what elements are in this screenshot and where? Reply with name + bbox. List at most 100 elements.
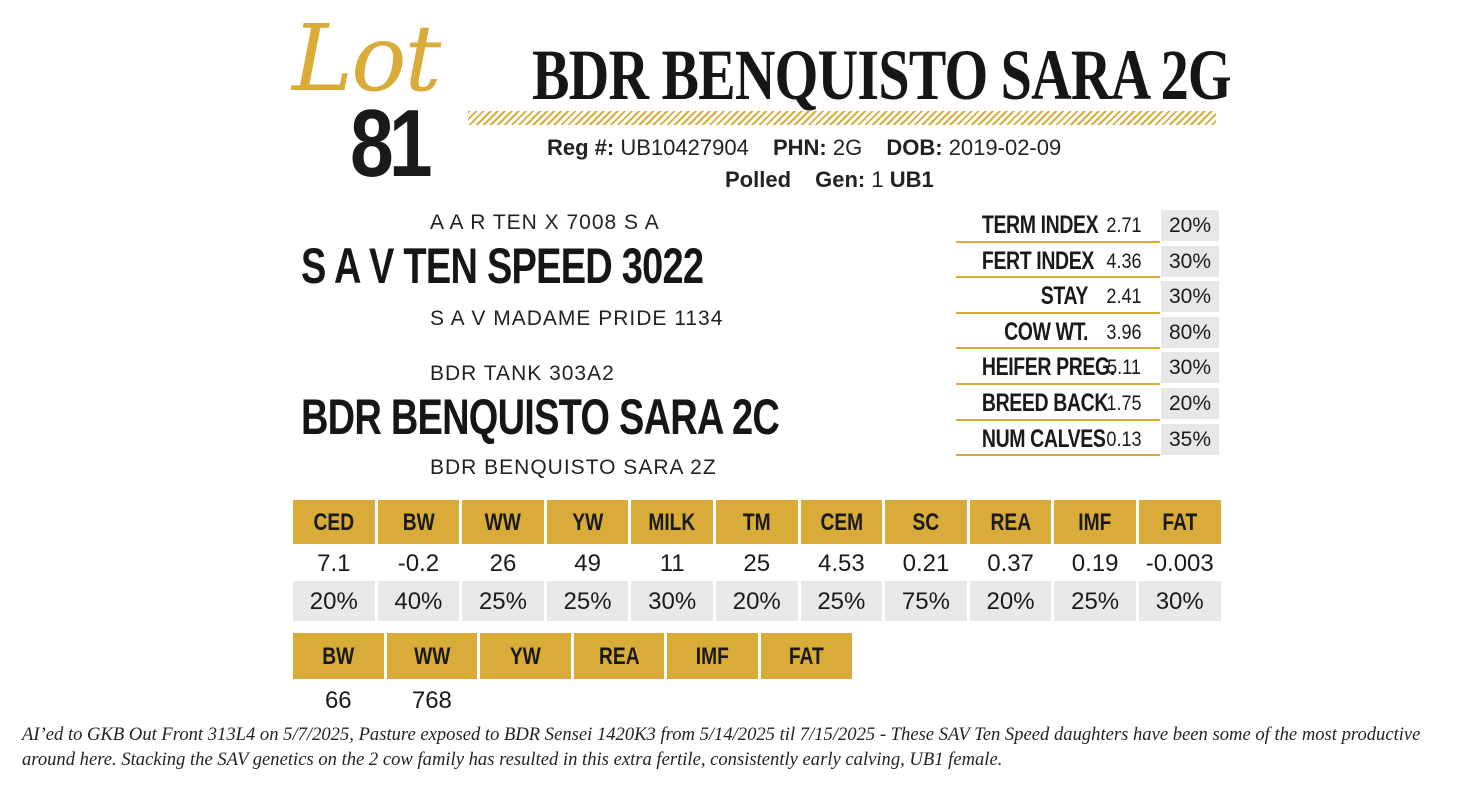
epd-value: 0.19 [1071,550,1119,577]
ratio-value [480,679,574,719]
epd-header-bg [969,500,1052,544]
index-underline [956,382,1160,385]
ratio-header-label: BW [322,643,355,670]
epd-percentile: 75% [901,588,950,615]
index-label: FERT INDEX [981,246,1094,275]
index-row: FERT INDEX 4.36 30% [952,244,1222,280]
ratio-header-cell: FAT [760,633,855,679]
animal-name: BDR BENQUISTO SARA 2G [532,35,1232,115]
pedigree-dam: BDR BENQUISTO SARA 2C [301,389,780,445]
phn-label: PHN: [772,135,827,160]
epd-header-label: CEM [820,509,863,536]
epd-percentile-cell: 75% [885,581,970,621]
epd-header-bg [631,500,713,544]
index-value: 3.96 [1106,320,1142,344]
ratio-table: BW WW YW REA IMF FAT 66 768 [293,633,855,719]
epd-header-cell: SC [885,500,970,544]
reg-number: UB10427904 [620,135,749,160]
epd-percentile: 25% [478,588,527,615]
epd-percentile-cell: 25% [462,581,547,621]
ratio-header-cell: BW [293,633,387,679]
index-underline [956,347,1160,350]
epd-value: 26 [489,550,517,577]
pedigree-sire: S A V TEN SPEED 3022 [301,238,704,294]
index-table: TERM INDEX 2.71 20% FERT INDEX 4.36 30% STAY 2.… [952,208,1222,457]
epd-header-label: CED [313,509,355,536]
epd-values-row: 7.1 -0.2 26 49 11 25 4.53 0.21 0.37 0.19 -0.003 [293,545,1224,583]
ratio-header-cell: IMF [667,633,761,679]
epd-percentile-cell: 30% [1138,581,1224,621]
index-value: 1.75 [1106,391,1142,415]
ratio-value: 66 [324,687,352,714]
epd-percentile-bg [969,581,1052,621]
index-row: NUM CALVES 0.13 35% [952,422,1222,458]
index-label: STAY [1040,282,1089,311]
index-percentile: 30% [1161,352,1219,384]
epd-percentiles-row: 20% 40% 25% 25% 30% 20% 25% 75% 20% 25% 30% [293,581,1224,621]
gen-value: 1 [871,167,884,192]
epd-percentile-bg [1138,581,1221,621]
index-label: TERM INDEX [981,211,1099,239]
dob-value: 2019-02-09 [948,135,1062,160]
index-row: BREED BACK 1.75 20% [952,386,1222,422]
index-value: 0.13 [1106,427,1142,451]
index-label: COW WT. [1004,317,1088,346]
epd-header-bg [1138,500,1221,544]
ratio-header-label: FAT [788,643,824,670]
ratio-header-cell: WW [386,633,481,679]
ratio-header-label: IMF [696,643,730,670]
index-underline [956,311,1160,314]
ratio-header-bg [480,633,571,679]
index-row: TERM INDEX 2.71 20% [952,208,1222,244]
epd-percentile-cell: 20% [969,581,1055,621]
ratio-values-row: 66 768 [293,679,855,719]
epd-percentile-cell: 25% [800,581,886,621]
epd-header-label: FAT [1162,509,1198,536]
gold-stripe-divider [468,111,1216,125]
ratio-header-bg [386,633,478,679]
epd-header-bg [462,500,544,544]
epd-percentile-bg [631,581,713,621]
phn-value: 2G [832,135,863,160]
epd-header-bg [546,500,629,544]
index-percentile: 30% [1161,281,1219,313]
epd-header-label: MILK [648,509,696,536]
index-value: 2.41 [1106,285,1142,309]
ratio-header-bg [573,633,665,679]
ratio-header-bg [760,633,852,679]
epd-header-bg [1054,500,1136,544]
epd-value: 0.21 [902,550,950,577]
ratio-header-bg [293,633,384,679]
index-percentile: 35% [1161,423,1219,455]
epd-header-cell: IMF [1054,500,1139,544]
index-label: BREED BACK [981,388,1109,417]
epd-header-label: SC [912,509,940,536]
epd-percentile-bg [546,581,629,621]
epd-value: 11 [659,550,685,577]
epd-header-label: TM [742,509,771,536]
epd-value: 0.37 [987,550,1034,577]
index-percentile: 20% [1161,210,1219,241]
breed-code: UB1 [889,167,934,192]
index-label: NUM CALVES [981,424,1106,453]
epd-header-bg [885,500,967,544]
epd-header-label: YW [572,509,604,536]
epd-percentile: 30% [648,588,697,615]
epd-percentile-bg [715,581,798,621]
ratio-header-label: WW [413,643,451,670]
epd-percentile-bg [293,581,375,621]
epd-header-cell: YW [546,500,632,544]
epd-percentile: 40% [394,588,443,615]
epd-header-label: REA [990,509,1031,536]
epd-header-bg [715,500,798,544]
epd-percentile-bg [462,581,544,621]
ratio-header-bg [667,633,758,679]
epd-value: 49 [574,550,601,577]
epd-value: 7.1 [317,550,351,577]
ratio-value: 768 [411,687,452,714]
epd-percentile: 20% [986,588,1035,615]
index-row: STAY 2.41 30% [952,279,1222,315]
index-underline [956,276,1160,279]
epd-percentile: 25% [563,588,612,615]
epd-percentile: 30% [1155,588,1204,615]
